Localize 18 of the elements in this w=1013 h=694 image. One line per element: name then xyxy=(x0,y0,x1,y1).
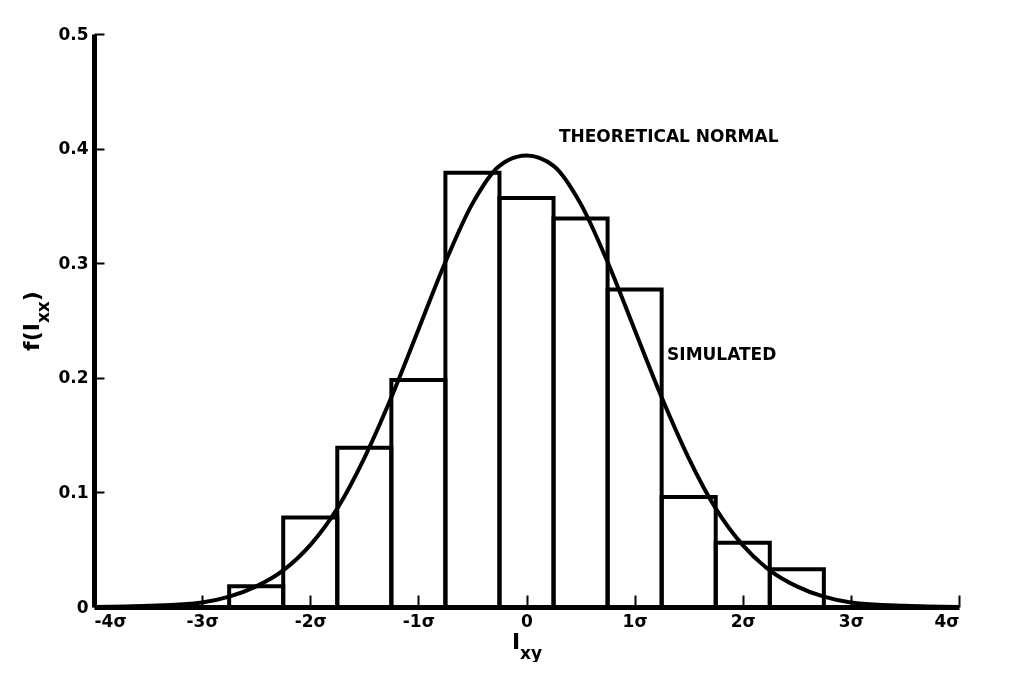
y-tick-label: 0 xyxy=(76,596,89,617)
x-tick-label: 4σ xyxy=(934,610,960,631)
y-tick-label: 0.3 xyxy=(58,252,89,273)
x-tick-label: -2σ xyxy=(294,610,327,631)
series-label: SIMULATED xyxy=(667,343,777,364)
y-tick-label: 0.5 xyxy=(58,23,89,44)
x-tick-label: -1σ xyxy=(402,610,435,631)
y-tick-label: 0.2 xyxy=(58,367,89,388)
series-label: THEORETICAL NORMAL xyxy=(558,126,779,147)
x-tick-label: -4σ xyxy=(94,610,127,631)
x-tick-label: -3σ xyxy=(186,610,219,631)
y-tick-label: 0.1 xyxy=(58,481,89,502)
x-tick-label: 0 xyxy=(521,610,534,631)
x-axis-title: I$_{xy}$ xyxy=(511,628,543,663)
x-tick-label: 3σ xyxy=(838,610,864,631)
x-tick-label: 1σ xyxy=(622,610,648,631)
y-tick-label: 0.4 xyxy=(58,138,89,159)
x-tick-label: 2σ xyxy=(730,610,756,631)
